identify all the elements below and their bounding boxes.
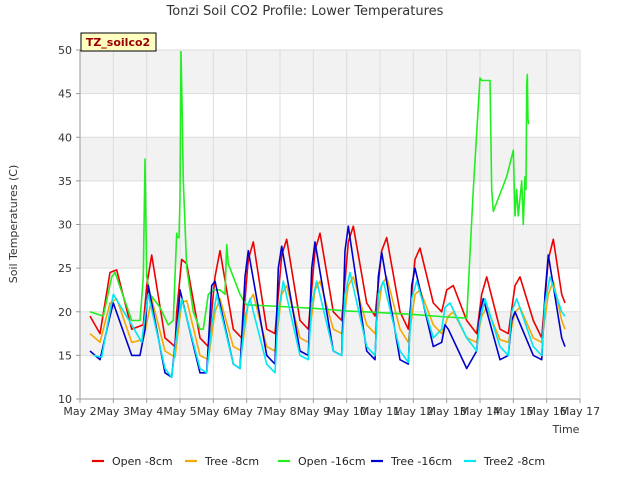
x-tick-label: May 3 <box>97 405 130 418</box>
y-tick-label: 50 <box>58 44 72 57</box>
chart-title: Tonzi Soil CO2 Profile: Lower Temperatur… <box>166 4 444 19</box>
x-tick-label: May 15 <box>493 405 533 418</box>
plot-band <box>80 50 580 94</box>
x-tick-label: May 17 <box>560 405 600 418</box>
legend: Open -8cm Tree -8cm Open -16cm Tree -16cm Tr… <box>92 455 545 468</box>
legend-item-5: Tree2 -8cm <box>464 455 545 468</box>
x-tick-label: May 14 <box>460 405 500 418</box>
x-axis: May 2 May 3 May 4 May 5 May 6 May 7 May 8 May 9… <box>63 398 600 418</box>
legend-label: Tree2 -8cm <box>483 455 545 468</box>
series-line-5 <box>93 271 566 378</box>
x-tick-label: May 12 <box>393 405 433 418</box>
y-tick-label: 20 <box>58 306 72 319</box>
x-tick-label: May 8 <box>263 405 296 418</box>
legend-item-2: Tree -8cm <box>185 455 259 468</box>
y-axis-label: Soil Temperatures (C) <box>7 165 20 284</box>
legend-label: Tree -8cm <box>204 455 259 468</box>
legend-label: Open -16cm <box>298 455 366 468</box>
y-tick-label: 10 <box>58 393 72 406</box>
plot-band <box>80 224 580 269</box>
series-line-1 <box>89 225 566 348</box>
x-axis-label: Time <box>552 423 580 436</box>
y-tick-label: 15 <box>58 349 72 362</box>
x-tick-label: May 6 <box>197 405 230 418</box>
x-tick-label: May 2 <box>63 405 96 418</box>
legend-label: Open -8cm <box>112 455 173 468</box>
x-tick-label: May 5 <box>163 405 196 418</box>
legend-label: Tree -16cm <box>390 455 452 468</box>
x-tick-label: May 11 <box>360 405 400 418</box>
y-tick-label: 45 <box>58 88 72 101</box>
x-tick-label: May 4 <box>130 405 163 418</box>
annotation-label: TZ_soilco2 <box>86 36 150 49</box>
station-annotation: TZ_soilco2 <box>80 32 157 52</box>
x-tick-label: May 7 <box>230 405 263 418</box>
series-line-3 <box>89 50 530 330</box>
x-tick-label: May 16 <box>527 405 567 418</box>
y-tick-label: 35 <box>58 175 72 188</box>
plot-band <box>80 137 580 181</box>
x-tick-label: May 10 <box>327 405 367 418</box>
series-lines <box>89 50 566 378</box>
y-tick-label: 30 <box>58 219 72 232</box>
y-tick-label: 40 <box>58 131 72 144</box>
x-tick-label: May 9 <box>297 405 330 418</box>
legend-item-3: Open -16cm <box>278 455 366 468</box>
y-axis: 10 15 20 25 30 35 40 45 50 <box>58 44 81 406</box>
legend-item-1: Open -8cm <box>92 455 173 468</box>
y-tick-label: 25 <box>58 262 72 275</box>
x-tick-label: May 13 <box>427 405 467 418</box>
legend-item-4: Tree -16cm <box>371 455 452 468</box>
